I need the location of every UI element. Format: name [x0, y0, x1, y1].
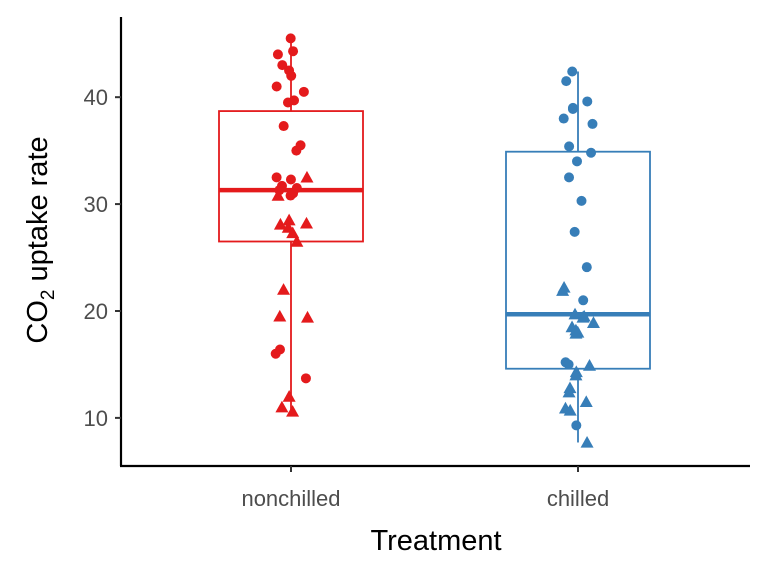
data-point-triangle	[286, 226, 300, 239]
data-point-circle	[578, 295, 589, 306]
data-point-circle	[572, 156, 583, 167]
y-tick-label: 20	[84, 299, 108, 324]
data-point-triangle	[275, 400, 289, 413]
data-point-triangle	[556, 284, 570, 296]
data-point-triangle	[563, 403, 577, 416]
data-point-circle	[300, 373, 311, 384]
data-point-triangle	[569, 326, 583, 339]
data-point-circle	[567, 66, 578, 77]
data-point-circle	[286, 70, 297, 81]
data-point-circle	[576, 195, 587, 206]
data-point-circle	[272, 49, 283, 60]
data-point-circle	[270, 348, 281, 359]
data-point-triangle	[583, 359, 597, 371]
y-axis-title-rest: uptake rate	[22, 136, 54, 289]
data-point-circle	[586, 147, 597, 158]
data-point-triangle	[271, 189, 285, 201]
data-point-triangle	[576, 310, 590, 323]
data-point-triangle	[290, 235, 304, 247]
data-point-circle	[298, 86, 309, 97]
data-point-circle	[564, 141, 575, 152]
plot-area	[218, 33, 651, 448]
data-point-circle	[285, 33, 296, 44]
data-point-circle	[291, 145, 302, 156]
data-point-triangle	[586, 316, 600, 328]
data-point-circle	[569, 226, 580, 237]
data-point-triangle	[299, 216, 313, 229]
data-point-triangle	[301, 310, 315, 323]
data-point-triangle	[568, 307, 582, 320]
data-point-circle	[558, 113, 569, 124]
data-point-triangle	[273, 217, 287, 230]
data-point-triangle	[282, 213, 296, 226]
data-point-triangle	[282, 390, 296, 402]
data-point-circle	[285, 174, 296, 185]
data-point-triangle	[300, 170, 314, 183]
x-tick-label: chilled	[547, 486, 609, 511]
data-point-circle	[277, 60, 288, 71]
data-point-triangle	[580, 435, 594, 448]
data-point-circle	[271, 81, 282, 92]
data-point-circle	[581, 262, 592, 273]
data-point-triangle	[579, 395, 593, 408]
axes	[119, 17, 750, 468]
ticks: 10 20 30 40 nonchilled chilled	[84, 85, 610, 511]
data-point-triangle	[286, 404, 300, 417]
data-point-circle	[567, 103, 578, 114]
y-axis-title: CO2 uptake rate	[22, 136, 59, 343]
y-tick-label: 30	[84, 192, 108, 217]
data-point-triangle	[277, 283, 291, 295]
data-point-circle	[282, 97, 293, 108]
y-tick-label: 10	[84, 406, 108, 431]
data-point-circle	[582, 96, 593, 107]
data-point-circle	[561, 76, 572, 87]
data-point-triangle	[569, 368, 583, 381]
box-iqr	[218, 110, 364, 243]
data-point-circle	[564, 172, 575, 183]
data-point-circle	[278, 121, 289, 132]
x-tick-label: nonchilled	[241, 486, 340, 511]
y-axis-title-main: CO	[22, 300, 54, 344]
data-point-circle	[285, 190, 296, 201]
x-axis-title: Treatment	[370, 525, 501, 557]
data-point-circle	[271, 172, 282, 183]
data-point-circle	[587, 118, 598, 129]
data-point-triangle	[562, 385, 576, 398]
data-point-circle	[563, 359, 574, 370]
data-point-triangle	[273, 309, 287, 322]
y-tick-label: 40	[84, 85, 108, 110]
data-point-circle	[288, 46, 299, 57]
data-point-circle	[571, 420, 582, 431]
y-axis-title-subscript: 2	[38, 290, 59, 301]
